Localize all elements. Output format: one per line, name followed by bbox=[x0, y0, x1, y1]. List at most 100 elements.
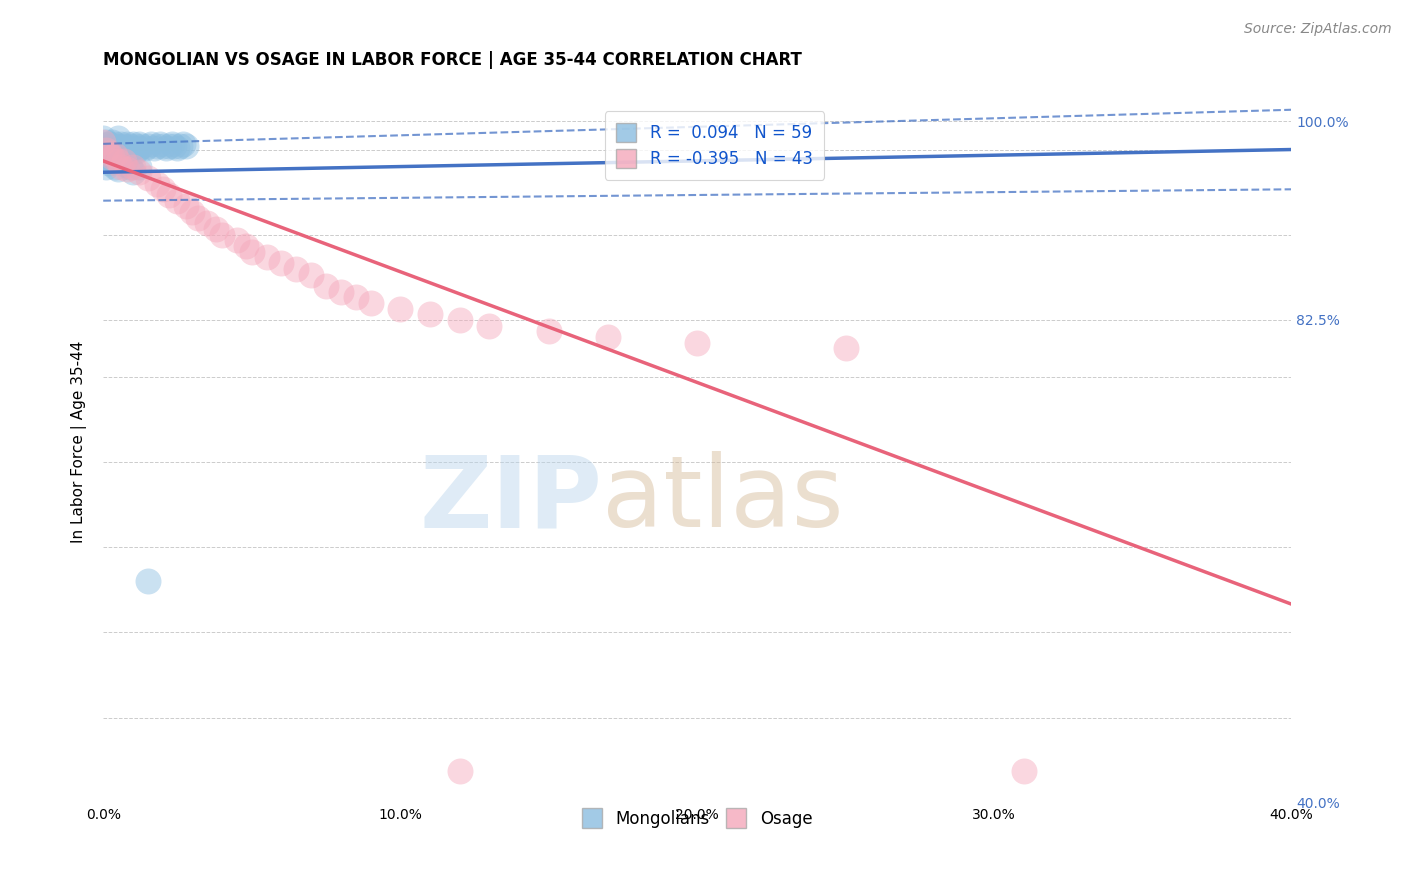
Point bbox=[166, 141, 188, 155]
Point bbox=[136, 170, 159, 185]
Point bbox=[195, 216, 218, 230]
Point bbox=[101, 151, 124, 165]
Point bbox=[160, 136, 183, 151]
Point bbox=[112, 143, 135, 157]
Point bbox=[152, 139, 174, 153]
Point bbox=[686, 335, 709, 350]
Point bbox=[122, 141, 145, 155]
Point bbox=[315, 279, 337, 293]
Point bbox=[118, 139, 141, 153]
Point bbox=[176, 199, 198, 213]
Point bbox=[139, 136, 162, 151]
Y-axis label: In Labor Force | Age 35-44: In Labor Force | Age 35-44 bbox=[72, 341, 87, 543]
Point bbox=[104, 148, 127, 162]
Point bbox=[115, 136, 138, 151]
Point bbox=[107, 153, 129, 168]
Point bbox=[110, 160, 132, 174]
Point bbox=[107, 139, 129, 153]
Point bbox=[155, 141, 177, 155]
Point bbox=[163, 139, 186, 153]
Point bbox=[389, 301, 412, 316]
Text: Source: ZipAtlas.com: Source: ZipAtlas.com bbox=[1244, 22, 1392, 37]
Point bbox=[98, 136, 121, 151]
Point bbox=[152, 182, 174, 196]
Text: ZIP: ZIP bbox=[419, 451, 602, 549]
Point bbox=[104, 141, 127, 155]
Point bbox=[142, 141, 165, 155]
Point bbox=[101, 153, 124, 168]
Point bbox=[101, 135, 124, 149]
Point bbox=[98, 145, 121, 160]
Point bbox=[104, 136, 127, 151]
Point bbox=[107, 131, 129, 145]
Point bbox=[91, 131, 114, 145]
Point bbox=[98, 156, 121, 170]
Point bbox=[115, 141, 138, 155]
Point bbox=[537, 324, 560, 338]
Point bbox=[91, 135, 114, 149]
Point bbox=[205, 222, 228, 236]
Point bbox=[122, 160, 145, 174]
Point bbox=[128, 165, 150, 179]
Point bbox=[107, 145, 129, 160]
Point bbox=[136, 574, 159, 589]
Point bbox=[91, 136, 114, 151]
Point bbox=[172, 136, 194, 151]
Point bbox=[118, 160, 141, 174]
Point bbox=[115, 161, 138, 176]
Point bbox=[128, 141, 150, 155]
Point bbox=[96, 143, 118, 157]
Point bbox=[329, 285, 352, 299]
Point bbox=[240, 244, 263, 259]
Text: atlas: atlas bbox=[602, 451, 844, 549]
Point bbox=[122, 136, 145, 151]
Point bbox=[169, 139, 191, 153]
Point bbox=[101, 139, 124, 153]
Point bbox=[112, 139, 135, 153]
Point bbox=[235, 239, 257, 253]
Point bbox=[101, 143, 124, 157]
Point bbox=[1012, 764, 1035, 779]
Point bbox=[98, 141, 121, 155]
Point bbox=[122, 165, 145, 179]
Point bbox=[157, 139, 180, 153]
Point bbox=[211, 227, 233, 242]
Point bbox=[225, 234, 247, 248]
Point bbox=[110, 144, 132, 158]
Point bbox=[128, 136, 150, 151]
Point bbox=[125, 139, 148, 153]
Point bbox=[299, 268, 322, 282]
Point bbox=[107, 161, 129, 176]
Point bbox=[98, 145, 121, 160]
Point bbox=[128, 160, 150, 174]
Point bbox=[110, 141, 132, 155]
Point bbox=[149, 136, 172, 151]
Point bbox=[96, 135, 118, 149]
Point bbox=[91, 151, 114, 165]
Point bbox=[104, 160, 127, 174]
Point bbox=[145, 177, 167, 191]
Point bbox=[187, 211, 209, 225]
Point bbox=[835, 342, 858, 356]
Point bbox=[96, 143, 118, 157]
Point bbox=[125, 144, 148, 158]
Point bbox=[360, 296, 382, 310]
Point bbox=[157, 188, 180, 202]
Point bbox=[110, 136, 132, 151]
Legend: Mongolians, Osage: Mongolians, Osage bbox=[575, 802, 820, 834]
Point bbox=[598, 330, 620, 344]
Point bbox=[176, 139, 198, 153]
Point bbox=[256, 251, 278, 265]
Point bbox=[285, 261, 308, 276]
Point bbox=[112, 157, 135, 171]
Point bbox=[136, 139, 159, 153]
Point bbox=[344, 290, 367, 304]
Point bbox=[115, 145, 138, 160]
Point bbox=[112, 153, 135, 168]
Point bbox=[166, 194, 188, 208]
Text: MONGOLIAN VS OSAGE IN LABOR FORCE | AGE 35-44 CORRELATION CHART: MONGOLIAN VS OSAGE IN LABOR FORCE | AGE … bbox=[103, 51, 801, 69]
Point bbox=[96, 160, 118, 174]
Point bbox=[181, 205, 204, 219]
Point bbox=[118, 143, 141, 157]
Point bbox=[449, 764, 471, 779]
